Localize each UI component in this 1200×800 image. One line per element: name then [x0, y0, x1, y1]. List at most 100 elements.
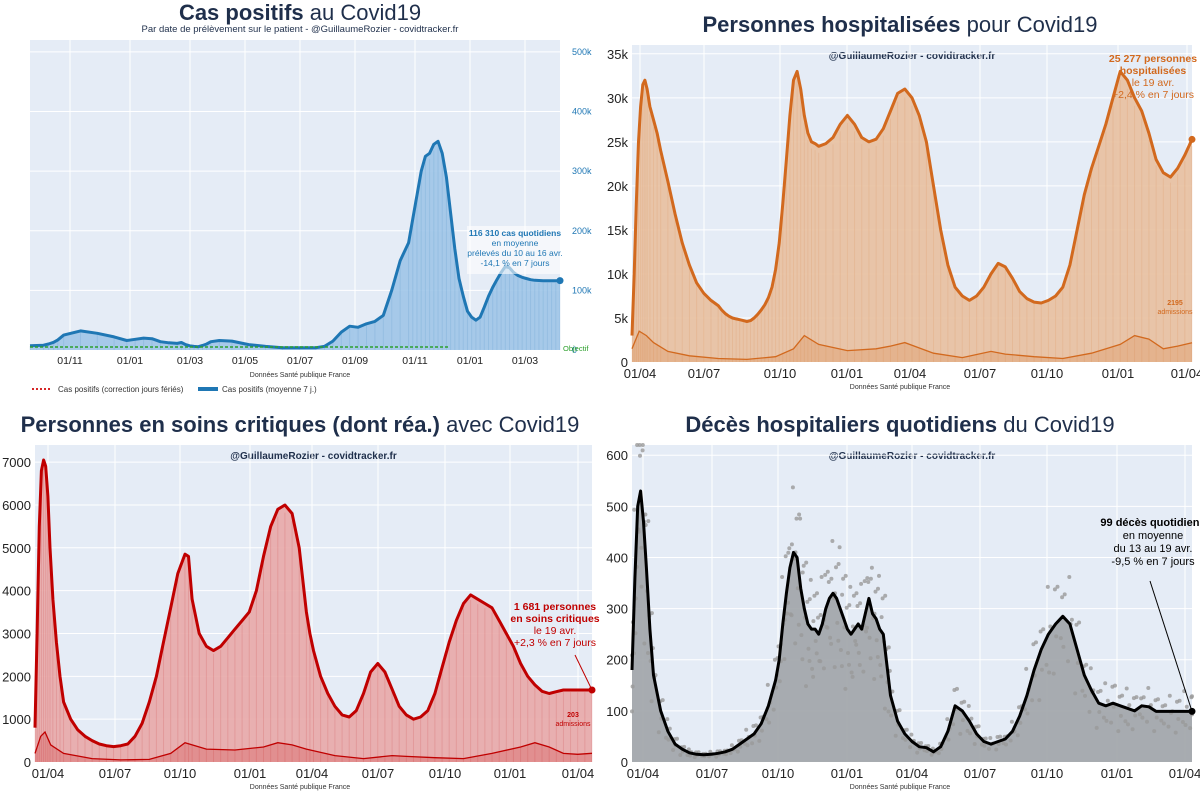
daily-point	[639, 545, 644, 550]
daily-point	[1146, 686, 1151, 690]
daily-point	[851, 593, 856, 598]
daily-point	[1111, 704, 1116, 709]
admissions-label: admissions	[1157, 309, 1193, 316]
chart-title-rest: du Covid19	[997, 412, 1114, 437]
daily-point	[1080, 688, 1085, 693]
daily-point	[1008, 738, 1013, 743]
daily-point	[790, 485, 795, 490]
daily-point	[1073, 691, 1078, 696]
daily-point	[1052, 587, 1057, 592]
daily-point	[847, 662, 851, 667]
daily-point	[1025, 711, 1030, 716]
chart-title-bold: Décès hospitaliers quotidiens	[685, 412, 997, 437]
daily-point	[929, 752, 934, 757]
daily-point	[682, 744, 687, 749]
daily-point	[1024, 666, 1029, 671]
daily-point	[1159, 718, 1164, 723]
daily-point	[638, 453, 642, 458]
daily-point	[903, 737, 908, 742]
daily-point	[807, 597, 812, 602]
daily-point	[793, 641, 798, 646]
daily-point	[1140, 715, 1145, 720]
daily-point	[976, 724, 981, 729]
x-tick-label: 01/10	[764, 366, 797, 381]
annotation-line: le 19 avr.	[1132, 77, 1175, 89]
daily-point	[880, 596, 885, 601]
daily-point	[810, 666, 815, 671]
admissions-area	[35, 732, 592, 762]
annotation-line: en moyenne	[1123, 530, 1184, 542]
daily-point	[867, 635, 872, 640]
y-tick-label: 600	[606, 448, 628, 463]
daily-point	[1183, 723, 1188, 727]
daily-point	[877, 573, 881, 578]
daily-point	[1083, 693, 1087, 698]
daily-point	[962, 699, 967, 704]
y-tick-label: 15k	[607, 223, 628, 238]
annotation-line: le 19 avr.	[534, 625, 577, 637]
daily-point	[789, 542, 794, 547]
annotation-line: +2,4 % en 7 jours	[1112, 89, 1194, 101]
daily-point	[806, 646, 811, 651]
daily-point	[1156, 697, 1160, 702]
daily-point	[1094, 725, 1099, 730]
daily-point	[656, 730, 661, 735]
daily-point	[958, 731, 963, 736]
x-tick-label: 01/01	[234, 766, 267, 781]
x-tick-label: 01/11	[402, 355, 428, 367]
daily-point	[1141, 695, 1146, 700]
daily-point	[630, 684, 635, 689]
daily-point	[1177, 698, 1182, 703]
daily-point	[832, 665, 837, 670]
daily-point	[882, 706, 887, 711]
daily-point	[1015, 733, 1020, 738]
daily-point	[1061, 644, 1066, 649]
chart-title-rest: pour Covid19	[961, 12, 1098, 37]
chart-hosp: Personnes hospitalisées pour Covid19 @Gui…	[607, 12, 1200, 391]
daily-point	[855, 604, 860, 608]
daily-point	[1066, 659, 1070, 664]
daily-point	[826, 580, 831, 584]
daily-point	[797, 512, 802, 517]
daily-point	[834, 565, 838, 570]
x-tick-label: 01/01	[494, 766, 527, 781]
daily-point	[998, 734, 1003, 739]
daily-point	[1097, 710, 1102, 714]
admissions-value: 2195	[1167, 300, 1183, 307]
daily-point	[829, 641, 834, 646]
daily-point	[886, 709, 891, 714]
daily-point	[945, 717, 950, 722]
chart-title: Cas positifs au Covid19	[179, 0, 421, 25]
daily-point	[804, 684, 808, 689]
y-tick-label: 6000	[2, 498, 31, 513]
daily-point	[786, 600, 790, 605]
daily-point	[968, 731, 973, 736]
x-tick-label: 01/09	[342, 355, 368, 367]
x-tick-label: 01/04	[562, 766, 595, 781]
daily-point	[642, 641, 647, 646]
x-tick-label: 01/07	[362, 766, 395, 781]
series-area	[30, 141, 560, 350]
daily-point	[665, 717, 670, 722]
daily-point	[1145, 719, 1149, 724]
y-tick-label: 500	[606, 499, 628, 514]
daily-point	[840, 592, 845, 597]
daily-point	[811, 619, 816, 624]
daily-point	[864, 629, 868, 634]
daily-point	[828, 635, 833, 640]
series-end-marker	[588, 686, 596, 694]
daily-point	[879, 674, 884, 679]
x-tick-label: 01/01	[1101, 766, 1134, 781]
daily-point	[795, 586, 800, 591]
daily-point	[850, 674, 855, 679]
y-tick-label: 0	[24, 755, 31, 770]
daily-point	[1184, 704, 1189, 709]
daily-point	[836, 638, 841, 643]
daily-point	[818, 613, 823, 617]
daily-point	[1004, 742, 1008, 747]
daily-point	[847, 603, 852, 608]
daily-point	[1161, 721, 1166, 726]
x-tick-label: 01/01	[457, 355, 483, 367]
x-tick-label: 01/10	[429, 766, 462, 781]
daily-point	[838, 648, 843, 652]
